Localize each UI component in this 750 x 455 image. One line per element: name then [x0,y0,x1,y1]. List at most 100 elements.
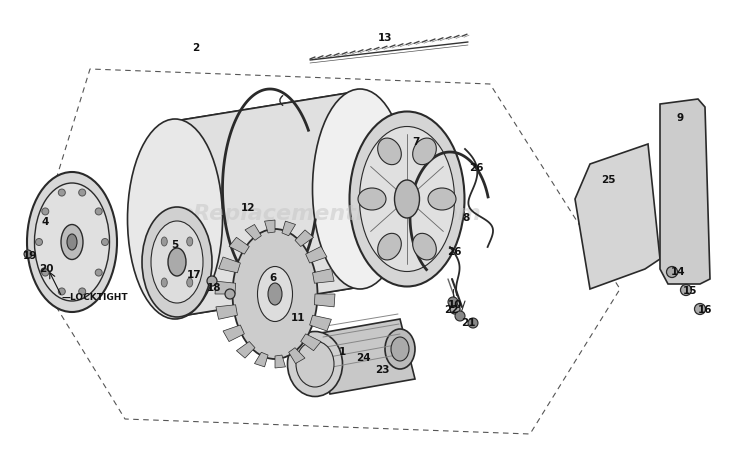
Ellipse shape [359,127,454,272]
Ellipse shape [296,341,334,387]
Ellipse shape [151,222,203,303]
Polygon shape [282,222,296,236]
Ellipse shape [385,329,415,369]
Text: 21: 21 [460,317,476,327]
Polygon shape [310,315,332,331]
Ellipse shape [58,288,65,295]
Text: 18: 18 [207,283,221,293]
Text: 11: 11 [291,312,305,322]
Polygon shape [245,225,261,241]
Ellipse shape [142,207,212,317]
Polygon shape [229,238,249,255]
Text: 16: 16 [698,304,712,314]
Ellipse shape [187,278,193,288]
Ellipse shape [313,90,407,289]
Text: 7: 7 [413,136,420,147]
Text: 10: 10 [448,299,462,309]
Ellipse shape [413,139,436,165]
Text: 1: 1 [338,346,346,356]
Ellipse shape [287,332,343,397]
Text: 14: 14 [670,267,686,276]
Polygon shape [301,334,321,351]
Text: 12: 12 [241,202,255,212]
Ellipse shape [358,188,386,211]
Ellipse shape [455,311,465,321]
Text: 24: 24 [356,352,370,362]
Ellipse shape [257,267,292,322]
Text: 4: 4 [41,217,49,227]
Ellipse shape [42,269,49,277]
Ellipse shape [79,288,86,295]
Ellipse shape [95,269,102,277]
Ellipse shape [27,172,117,312]
Ellipse shape [667,267,677,278]
Ellipse shape [79,190,86,197]
Polygon shape [265,221,275,233]
Polygon shape [295,230,314,247]
Text: 9: 9 [676,113,683,123]
Polygon shape [289,348,305,364]
Ellipse shape [428,188,456,211]
Polygon shape [314,294,335,307]
Text: 15: 15 [682,285,698,295]
Ellipse shape [128,120,223,319]
Polygon shape [223,325,245,342]
Ellipse shape [225,289,235,299]
Ellipse shape [378,234,401,260]
Ellipse shape [694,304,706,315]
Text: 23: 23 [375,364,389,374]
Ellipse shape [287,316,297,326]
Text: —LOCKTIGHT: —LOCKTIGHT [62,293,129,302]
Polygon shape [575,145,660,289]
Ellipse shape [41,268,47,274]
Ellipse shape [58,190,65,197]
Polygon shape [275,355,286,368]
Ellipse shape [95,208,102,216]
Text: 26: 26 [447,247,461,257]
Text: 25: 25 [601,175,615,185]
Text: 26: 26 [469,162,483,172]
Text: eReplacementParts.com: eReplacementParts.com [178,204,482,224]
Ellipse shape [168,248,186,276]
Ellipse shape [232,229,317,359]
Ellipse shape [187,238,193,247]
Text: 20: 20 [39,263,53,273]
Ellipse shape [394,181,419,218]
Ellipse shape [42,208,49,216]
Text: 8: 8 [462,212,470,222]
Text: 5: 5 [171,239,178,249]
Text: 17: 17 [187,269,201,279]
Polygon shape [254,353,268,367]
Text: 22: 22 [444,304,458,314]
Ellipse shape [413,234,436,260]
Polygon shape [218,258,240,273]
Ellipse shape [161,278,167,288]
Ellipse shape [268,283,282,305]
Polygon shape [313,269,334,283]
Ellipse shape [207,276,217,286]
Polygon shape [306,247,327,263]
Ellipse shape [24,250,32,258]
Polygon shape [175,92,360,317]
Ellipse shape [34,184,110,301]
Polygon shape [660,100,710,284]
Ellipse shape [61,225,83,260]
Ellipse shape [35,239,43,246]
Ellipse shape [350,112,464,287]
Text: 2: 2 [192,43,200,53]
Text: 13: 13 [378,33,392,43]
Ellipse shape [680,285,692,296]
Ellipse shape [378,139,401,165]
Polygon shape [215,282,236,294]
Text: 6: 6 [269,273,277,283]
Ellipse shape [450,304,460,314]
Polygon shape [236,342,255,358]
Ellipse shape [161,238,167,247]
Ellipse shape [468,318,478,328]
Polygon shape [315,319,415,394]
Polygon shape [216,305,238,319]
Ellipse shape [448,298,458,307]
Ellipse shape [67,234,77,250]
Text: 19: 19 [22,250,38,260]
Ellipse shape [101,239,109,246]
